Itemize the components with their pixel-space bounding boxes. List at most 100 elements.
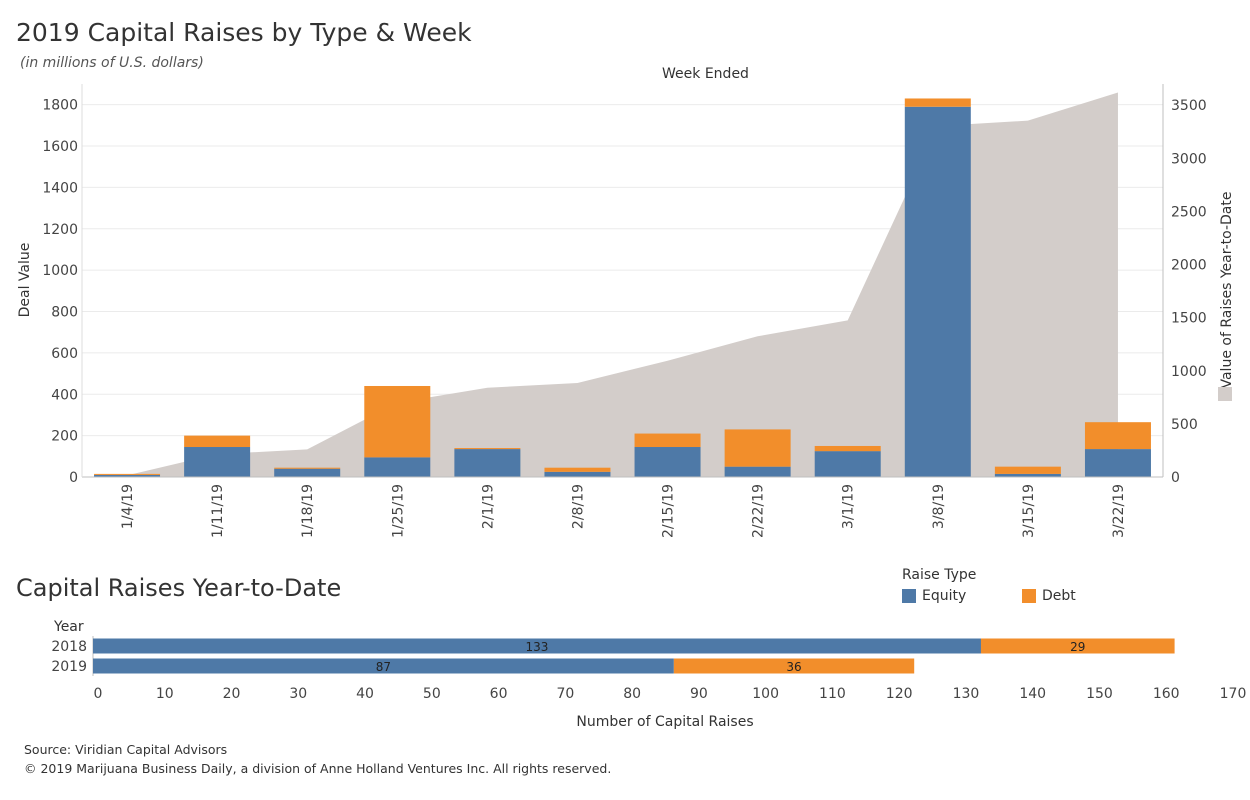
- x-axis-title: Week Ended: [662, 66, 749, 82]
- h-tick-label: 140: [1019, 686, 1046, 702]
- ytd-debt-value: 29: [1070, 640, 1085, 654]
- debt-bar: [1084, 422, 1151, 450]
- year-label: 2018: [51, 639, 87, 655]
- debt-bar: [994, 466, 1061, 474]
- debt-bar: [184, 435, 251, 448]
- year-label: 2019: [51, 659, 87, 675]
- equity-bar: [364, 457, 431, 477]
- x-tick-label: 3/15/19: [1021, 484, 1037, 538]
- chart-title: 2019 Capital Raises by Type & Week: [16, 18, 472, 47]
- ytd-equity-bar: [93, 638, 981, 654]
- source-note: Source: Viridian Capital Advisors: [24, 742, 228, 757]
- equity-bar: [184, 447, 251, 477]
- y-tick-label: 1400: [42, 180, 78, 196]
- x-tick-label: 3/22/19: [1111, 484, 1127, 538]
- debt-bar: [454, 448, 521, 450]
- y-tick-label: 400: [51, 387, 78, 403]
- debt-bar: [364, 385, 431, 458]
- ytd-equity-bar: [93, 658, 674, 674]
- h-tick-label: 0: [94, 686, 103, 702]
- y-tick-label: 1800: [42, 98, 78, 114]
- legend-label-equity: Equity: [922, 588, 967, 604]
- h-tick-label: 20: [223, 686, 241, 702]
- x-tick-label: 1/11/19: [210, 484, 226, 538]
- x-tick-label: 1/4/19: [120, 484, 136, 529]
- equity-bar: [274, 468, 341, 477]
- y2-tick-label: 3500: [1171, 98, 1207, 114]
- x-tick-label: 1/25/19: [390, 484, 406, 538]
- y2-tick-label: 2000: [1171, 258, 1207, 274]
- chart-subtitle: (in millions of U.S. dollars): [20, 55, 204, 71]
- ytd-debt-bar: [980, 638, 1175, 654]
- ytd-debt-bar: [673, 658, 915, 674]
- x-tick-label: 1/18/19: [300, 484, 316, 538]
- h-tick-label: 50: [423, 686, 441, 702]
- h-axis-title: Number of Capital Raises: [576, 714, 753, 730]
- legend-label-debt: Debt: [1042, 588, 1076, 604]
- x-tick-label: 2/1/19: [480, 484, 496, 529]
- h-tick-label: 100: [752, 686, 779, 702]
- debt-bar: [274, 467, 341, 469]
- debt-bar: [814, 445, 881, 452]
- debt-swatch: [1022, 589, 1036, 603]
- x-tick-label: 3/8/19: [931, 484, 947, 529]
- equity-bar: [814, 451, 881, 477]
- ytd-area: [127, 92, 1118, 477]
- h-tick-label: 120: [886, 686, 913, 702]
- h-tick-label: 60: [490, 686, 508, 702]
- debt-bar: [94, 473, 161, 475]
- h-tick-label: 10: [156, 686, 174, 702]
- ytd-equity-value: 87: [376, 660, 391, 674]
- debt-bar: [724, 429, 791, 467]
- debt-bar: [904, 98, 971, 107]
- y-tick-label: 1200: [42, 222, 78, 238]
- equity-bar: [94, 474, 161, 477]
- h-tick-label: 40: [356, 686, 374, 702]
- y2-axis-title: Value of Raises Year-to-Date: [1219, 191, 1235, 388]
- y-tick-label: 600: [51, 346, 78, 362]
- y-tick-label: 1000: [42, 263, 78, 279]
- ytd-equity-value: 133: [526, 640, 549, 654]
- y-tick-label: 800: [51, 305, 78, 321]
- x-tick-label: 2/8/19: [570, 484, 586, 529]
- year-axis-title: Year: [53, 619, 84, 635]
- h-tick-label: 130: [953, 686, 980, 702]
- h-tick-label: 170: [1220, 686, 1247, 702]
- y2-tick-label: 3000: [1171, 151, 1207, 167]
- h-tick-label: 70: [556, 686, 574, 702]
- h-tick-label: 160: [1153, 686, 1180, 702]
- y-tick-label: 1600: [42, 139, 78, 155]
- equity-bar: [634, 447, 701, 477]
- x-tick-label: 3/1/19: [841, 484, 857, 529]
- debt-bar: [634, 433, 701, 448]
- equity-swatch: [902, 589, 916, 603]
- x-tick-label: 2/15/19: [661, 484, 677, 538]
- equity-bar: [724, 466, 791, 477]
- h-tick-label: 150: [1086, 686, 1113, 702]
- equity-bar: [544, 471, 611, 477]
- x-tick-label: 2/22/19: [751, 484, 767, 538]
- h-tick-label: 80: [623, 686, 641, 702]
- legend-item-debt[interactable]: Debt: [1022, 588, 1076, 604]
- y-tick-label: 200: [51, 429, 78, 445]
- equity-bar: [454, 449, 521, 477]
- h-tick-label: 30: [289, 686, 307, 702]
- y2-tick-label: 500: [1171, 417, 1198, 433]
- legend-item-equity[interactable]: Equity: [902, 588, 966, 604]
- ytd-area-legend-swatch: [1218, 387, 1232, 401]
- equity-bar: [904, 106, 971, 478]
- y2-tick-label: 0: [1171, 470, 1180, 486]
- h-tick-label: 110: [819, 686, 846, 702]
- legend-title: Raise Type: [902, 567, 977, 583]
- copyright-note: © 2019 Marijuana Business Daily, a divis…: [24, 761, 612, 776]
- y2-tick-label: 1000: [1171, 364, 1207, 380]
- y-tick-label: 0: [69, 470, 78, 486]
- ytd-debt-value: 36: [786, 660, 801, 674]
- ytd-section-title: Capital Raises Year-to-Date: [16, 574, 342, 602]
- h-tick-label: 90: [690, 686, 708, 702]
- equity-bar: [994, 473, 1061, 477]
- y-axis-title: Deal Value: [17, 243, 33, 318]
- y2-tick-label: 2500: [1171, 204, 1207, 220]
- debt-bar: [544, 467, 611, 472]
